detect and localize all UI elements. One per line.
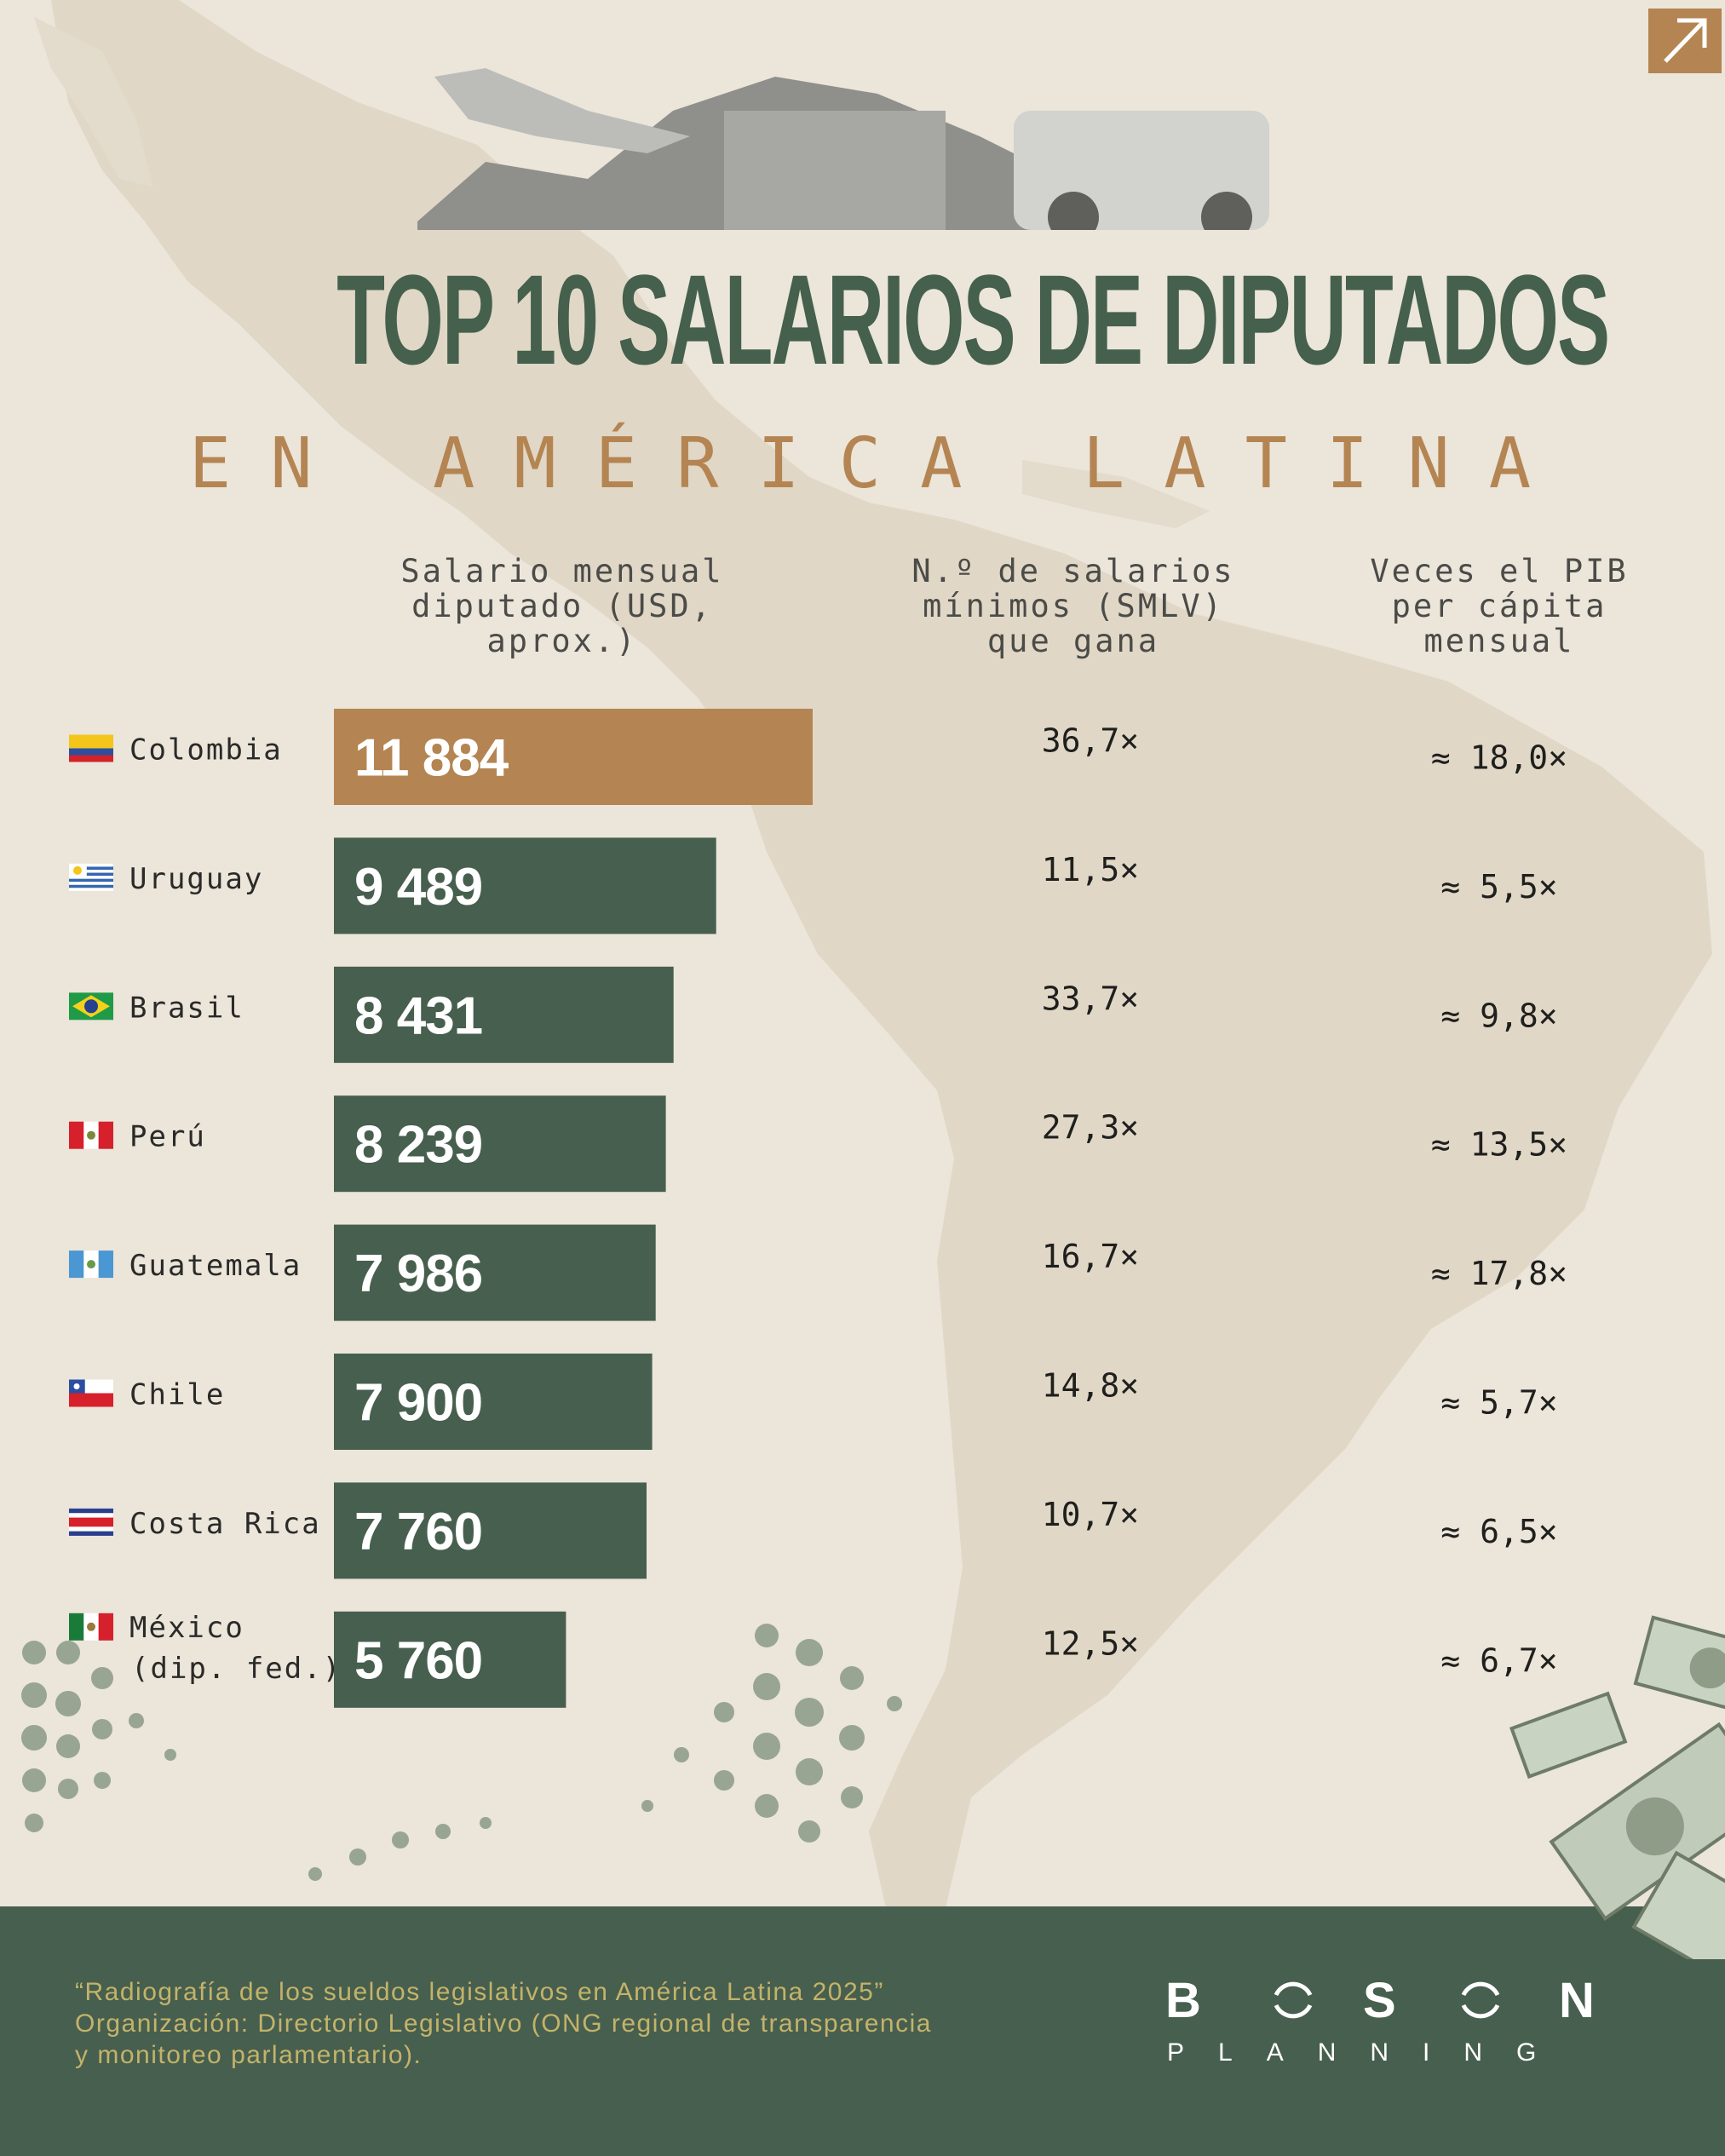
gdp-multiple-label: ≈ 6,7×	[1440, 1641, 1557, 1679]
gdp-multiple-label: ≈ 13,5×	[1431, 1126, 1567, 1164]
svg-text:N: N	[1559, 1973, 1595, 2028]
flag-icon	[69, 1121, 113, 1149]
bar-value-label: 7 986	[354, 1245, 482, 1303]
category-label: Brasil	[129, 991, 244, 1025]
min-wages-label: 10,7×	[1042, 1496, 1139, 1533]
category-label: Chile	[129, 1378, 225, 1412]
flag-icon	[69, 1508, 113, 1536]
salary-bar-chart: 11 884 Colombia 36,7× ≈ 18,0× 9 489 Uruguay 11…	[69, 709, 1567, 1708]
money-bills-decoration	[1509, 1615, 1725, 1959]
header-collage-image	[417, 68, 1269, 230]
bar-value-label: 5 760	[354, 1631, 482, 1690]
category-label: Perú	[129, 1120, 206, 1154]
chart-subtitle: EN AMÉRICA LATINA	[188, 423, 1571, 504]
category-label: México (dip. fed.)	[129, 1611, 342, 1686]
min-wages-label: 11,5×	[1042, 851, 1139, 888]
column-header-salary: Salario mensual diputado (USD, aprox.)	[400, 553, 724, 659]
bar	[334, 709, 813, 805]
logo-tagline: PLANNING	[1167, 2038, 1571, 2067]
bar	[334, 1354, 653, 1450]
min-wages-label: 14,8×	[1042, 1367, 1139, 1405]
category-label: Uruguay	[129, 862, 263, 896]
column-header-gdp: Veces el PIB per cápita mensual	[1370, 553, 1629, 659]
min-wages-label: 12,5×	[1042, 1624, 1139, 1662]
flag-icon	[69, 992, 113, 1021]
gdp-multiple-label: ≈ 5,7×	[1440, 1384, 1557, 1422]
flag-icon	[69, 734, 113, 762]
flag-icon	[69, 1379, 113, 1407]
bar-value-label: 11 884	[354, 729, 509, 788]
gdp-multiple-label: ≈ 18,0×	[1431, 739, 1567, 777]
column-header-min-wages: N.º de salarios mínimos (SMLV) que gana	[911, 553, 1235, 659]
bar	[334, 966, 674, 1063]
gdp-multiple-label: ≈ 9,8×	[1440, 997, 1557, 1034]
chart-title: TOP 10 SALARIOS DE DIPUTADOS	[336, 248, 1610, 391]
bar	[334, 1611, 566, 1708]
external-link-button[interactable]	[1648, 9, 1722, 73]
boson-logo-mark: B S N	[1165, 1973, 1595, 2028]
bar-value-label: 7 900	[354, 1374, 482, 1433]
bar-value-label: 8 431	[354, 986, 482, 1045]
min-wages-label: 16,7×	[1042, 1238, 1139, 1275]
min-wages-label: 33,7×	[1042, 980, 1139, 1017]
flag-icon	[69, 1613, 113, 1641]
gdp-multiple-label: ≈ 5,5×	[1440, 868, 1557, 906]
gdp-multiple-label: ≈ 17,8×	[1431, 1255, 1567, 1292]
bar-value-label: 7 760	[354, 1503, 482, 1561]
source-note: “Radiografía de los sueldos legislativos…	[75, 1978, 932, 2069]
category-label: Guatemala	[129, 1249, 302, 1283]
footer-bar	[0, 1906, 1725, 2156]
category-label: Costa Rica	[129, 1507, 321, 1541]
min-wages-label: 36,7×	[1042, 722, 1139, 760]
bar	[334, 1095, 666, 1193]
min-wages-label: 27,3×	[1042, 1109, 1139, 1147]
boson-logo: B S N	[1165, 1969, 1625, 2041]
flag-icon	[69, 863, 113, 891]
bar	[334, 1224, 656, 1321]
background-map	[34, 0, 1712, 1908]
bar-value-label: 9 489	[354, 858, 482, 917]
bar	[334, 1482, 647, 1579]
svg-text:S: S	[1363, 1973, 1396, 2028]
gdp-multiple-label: ≈ 6,5×	[1440, 1513, 1557, 1550]
category-label: Colombia	[129, 733, 283, 768]
halftone-dots-decoration	[21, 1624, 902, 1881]
bar-value-label: 8 239	[354, 1116, 482, 1175]
bar	[334, 837, 716, 934]
arrow-up-right-icon	[1664, 18, 1707, 63]
flag-icon	[69, 1250, 113, 1279]
svg-text:B: B	[1165, 1973, 1201, 2028]
